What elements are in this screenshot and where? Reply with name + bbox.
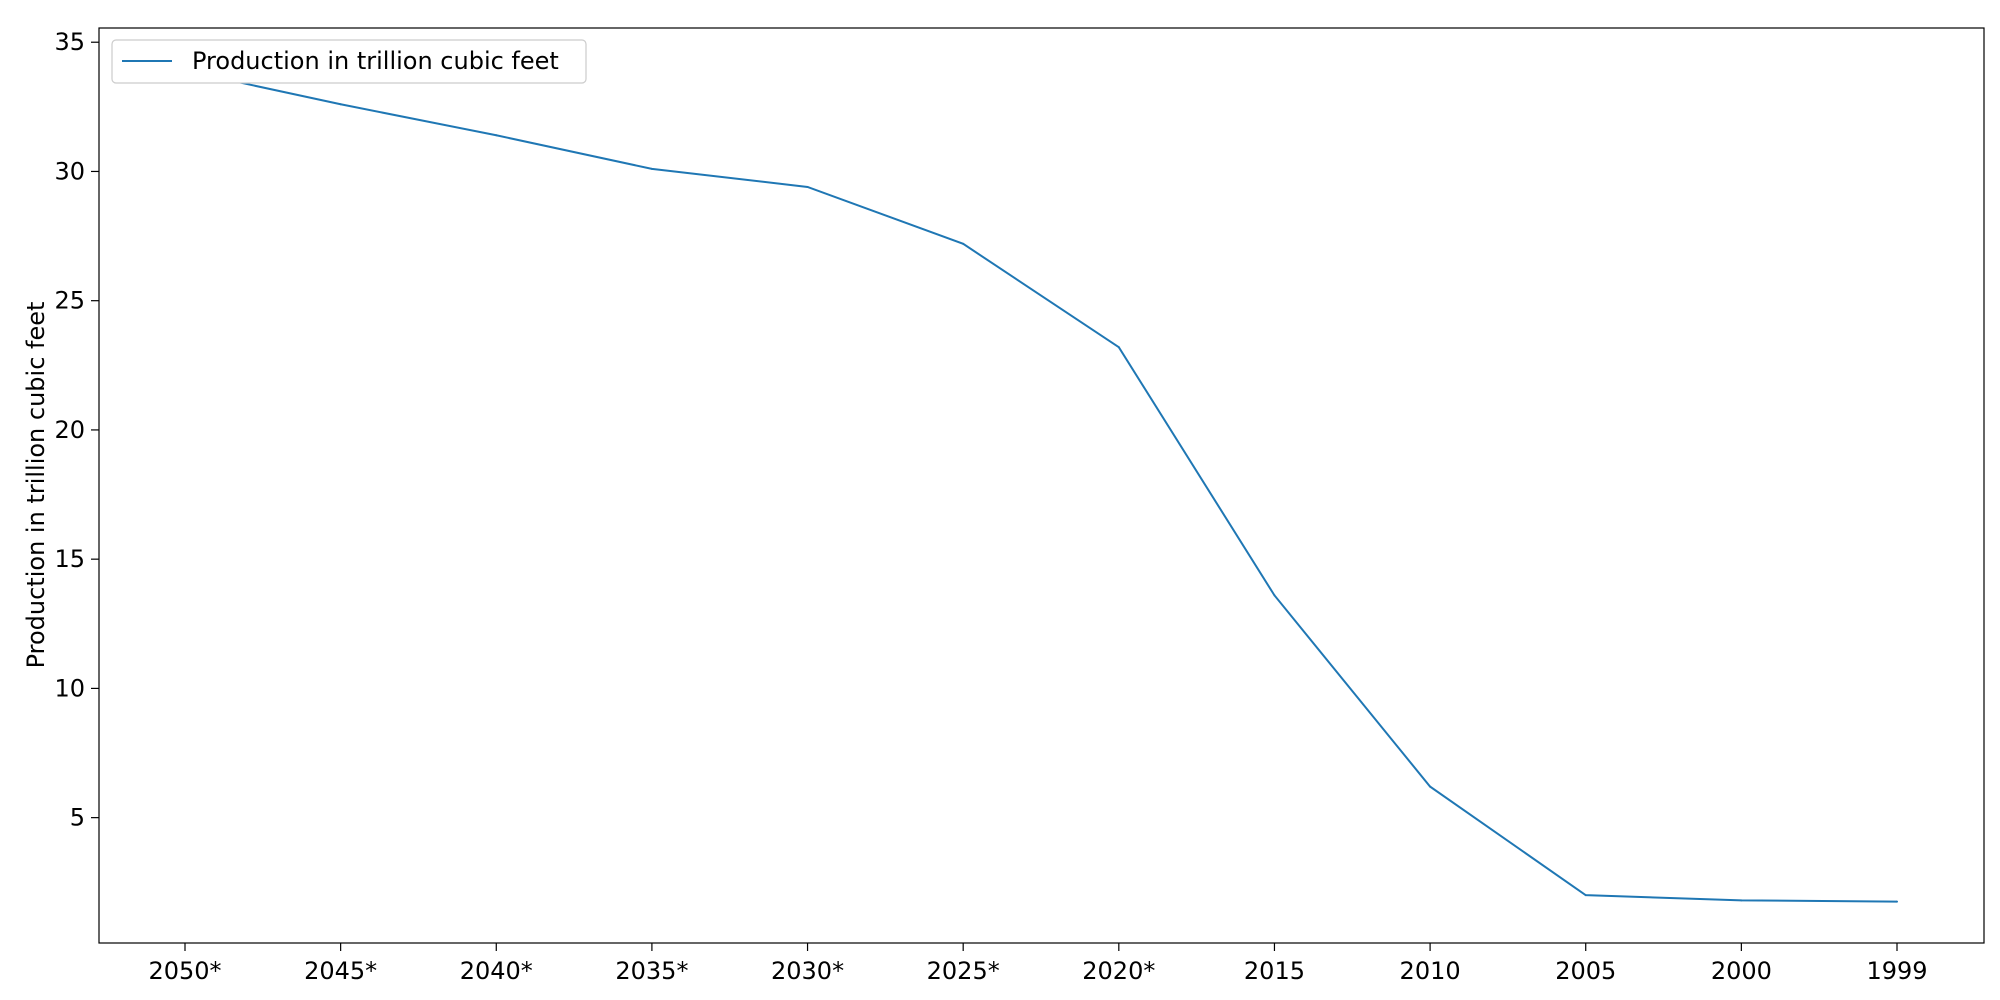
x-tick-label: 2025*: [927, 957, 1000, 985]
data-point: [1740, 899, 1743, 902]
y-tick-label: 5: [70, 804, 85, 832]
legend-label: Production in trillion cubic feet: [192, 47, 559, 75]
x-axis: 2050* 2045* 2040* 2035* 2030* 2025* 2020* 2015 2…: [148, 943, 1928, 985]
legend: Production in trillion cubic feet: [111, 39, 587, 84]
x-tick-label: 2045*: [304, 957, 377, 985]
x-tick-label: 2005: [1555, 957, 1616, 985]
x-tick-label: 2040*: [460, 957, 533, 985]
x-tick-label: 2000: [1711, 957, 1772, 985]
y-tick-label: 25: [54, 287, 85, 315]
x-tick-label: 2015: [1244, 957, 1305, 985]
y-tick-label: 15: [54, 545, 85, 573]
data-point: [339, 103, 342, 106]
x-tick-label: 1999: [1866, 957, 1927, 985]
data-point: [1117, 346, 1120, 349]
data-point: [495, 134, 498, 137]
y-axis: 5 10 15 20 25 30 35: [54, 28, 99, 832]
data-point: [1896, 900, 1898, 903]
series-line: [184, 69, 1898, 903]
data-point: [1584, 894, 1587, 897]
y-tick-label: 35: [54, 28, 85, 56]
x-tick-label: 2030*: [771, 957, 844, 985]
x-tick-label: 2050*: [148, 957, 221, 985]
series-layer: [184, 69, 1898, 903]
x-tick-label: 2035*: [615, 957, 688, 985]
y-axis-title: Production in trillion cubic feet: [22, 302, 50, 669]
data-point: [650, 167, 653, 170]
x-tick-label: 2020*: [1082, 957, 1155, 985]
y-tick-label: 30: [54, 157, 85, 185]
y-tick-label: 20: [54, 416, 85, 444]
y-tick-label: 10: [54, 674, 85, 702]
x-tick-label: 2010: [1400, 957, 1461, 985]
data-point: [962, 242, 965, 245]
legend-box: [111, 39, 587, 84]
data-point: [1429, 785, 1432, 788]
data-point: [1273, 594, 1276, 597]
data-point: [806, 185, 809, 188]
plot-area: [98, 27, 1985, 944]
